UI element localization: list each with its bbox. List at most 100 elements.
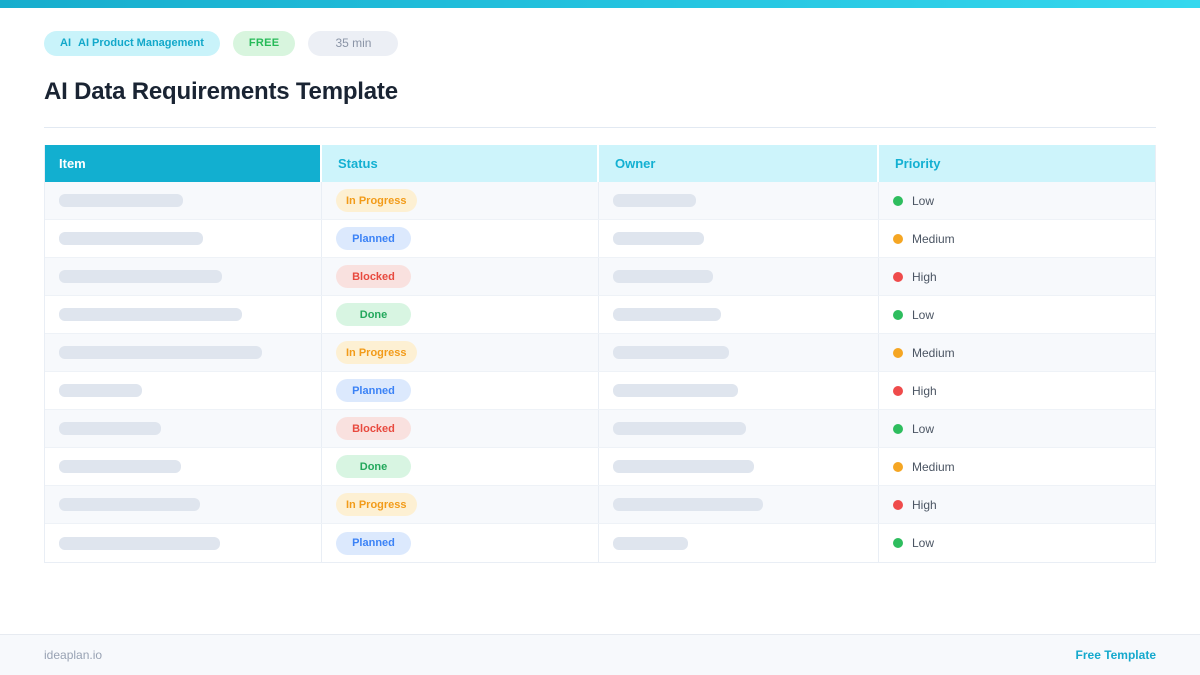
item-placeholder <box>59 460 181 473</box>
item-cell <box>45 220 322 257</box>
item-placeholder <box>59 384 142 397</box>
item-placeholder <box>59 536 220 550</box>
owner-placeholder <box>613 498 763 511</box>
priority-indicator: Low <box>893 422 934 436</box>
table-row: Done Medium <box>45 448 1155 486</box>
status-cell: Planned <box>322 524 599 562</box>
owner-placeholder <box>613 232 704 245</box>
priority-dot-icon <box>893 271 903 282</box>
priority-indicator: Medium <box>893 232 955 246</box>
owner-placeholder <box>613 536 688 550</box>
top-accent-bar <box>0 0 1200 8</box>
status-cell: Planned <box>322 220 599 257</box>
title-divider <box>44 127 1156 128</box>
table-row: Done Low <box>45 296 1155 334</box>
status-cell: In Progress <box>322 182 599 219</box>
table-row: Blocked High <box>45 258 1155 296</box>
priority-indicator: Low <box>893 536 934 550</box>
free-badge-label: FREE <box>248 37 280 49</box>
priority-cell: Medium <box>879 220 1155 257</box>
badge-row: AI AI Product Management FREE 35 min <box>44 30 1156 56</box>
item-placeholder <box>59 194 183 207</box>
priority-dot-icon <box>893 233 903 244</box>
priority-dot-icon <box>893 385 903 396</box>
owner-cell <box>599 410 879 447</box>
status-badge: Blocked <box>336 417 411 440</box>
owner-cell <box>599 296 879 333</box>
status-badge: Done <box>336 303 411 326</box>
priority-label: Medium <box>912 231 955 246</box>
priority-label: Low <box>912 193 935 208</box>
priority-cell: Low <box>879 182 1155 219</box>
table-row: In Progress Low <box>45 182 1155 220</box>
priority-dot-icon <box>893 309 903 320</box>
table-row: In Progress High <box>45 486 1155 524</box>
priority-indicator: Low <box>893 308 934 322</box>
status-badge: In Progress <box>336 189 417 212</box>
item-cell <box>45 524 322 562</box>
priority-label: Low <box>912 307 935 322</box>
item-placeholder <box>59 346 262 359</box>
requirements-table: Item Status Owner Priority In Progress L… <box>44 145 1156 563</box>
owner-cell <box>599 220 879 257</box>
priority-indicator: High <box>893 384 937 398</box>
main-content: AI AI Product Management FREE 35 min AI … <box>0 8 1200 634</box>
table-header-row: Item Status Owner Priority <box>45 145 1155 182</box>
owner-cell <box>599 258 879 295</box>
priority-label: Medium <box>912 345 955 360</box>
owner-cell <box>599 334 879 371</box>
status-badge: Planned <box>336 227 411 250</box>
column-header-status: Status <box>322 145 599 182</box>
page-title: AI Data Requirements Template <box>44 78 398 105</box>
item-placeholder <box>59 498 200 511</box>
priority-indicator: High <box>893 498 937 512</box>
owner-cell <box>599 182 879 219</box>
item-cell <box>45 448 322 485</box>
footer-site-label: ideaplan.io <box>44 648 103 662</box>
priority-cell: High <box>879 486 1155 523</box>
owner-cell <box>599 486 879 523</box>
priority-cell: High <box>879 258 1155 295</box>
owner-cell <box>599 448 879 485</box>
status-cell: Done <box>322 448 599 485</box>
priority-cell: Low <box>879 524 1155 562</box>
priority-indicator: High <box>893 270 937 284</box>
table-row: Planned Medium <box>45 220 1155 258</box>
owner-placeholder <box>613 422 746 435</box>
priority-cell: Medium <box>879 334 1155 371</box>
priority-dot-icon <box>893 499 903 510</box>
item-cell <box>45 296 322 333</box>
ai-icon: AI <box>60 37 71 49</box>
status-badge: Planned <box>336 531 411 555</box>
owner-placeholder <box>613 384 738 397</box>
owner-placeholder <box>613 346 729 359</box>
owner-placeholder <box>613 308 721 321</box>
item-placeholder <box>59 422 161 435</box>
priority-label: Low <box>912 421 935 436</box>
priority-indicator: Low <box>893 194 934 208</box>
status-cell: Planned <box>322 372 599 409</box>
status-cell: Blocked <box>322 258 599 295</box>
priority-label: High <box>912 497 937 512</box>
item-placeholder <box>59 270 222 283</box>
owner-placeholder <box>613 460 754 473</box>
table-row: Planned High <box>45 372 1155 410</box>
owner-cell <box>599 372 879 409</box>
owner-cell <box>599 524 879 562</box>
free-badge: FREE <box>232 30 296 56</box>
priority-indicator: Medium <box>893 460 955 474</box>
column-header-item: Item <box>45 145 322 182</box>
item-placeholder <box>59 308 242 321</box>
duration-badge: 35 min <box>308 30 399 56</box>
table-row: Blocked Low <box>45 410 1155 448</box>
priority-cell: High <box>879 372 1155 409</box>
status-badge: Blocked <box>336 265 411 288</box>
priority-indicator: Medium <box>893 346 955 360</box>
priority-cell: Medium <box>879 448 1155 485</box>
priority-label: High <box>912 383 937 398</box>
priority-dot-icon <box>893 538 903 548</box>
free-template-link[interactable]: Free Template <box>1075 648 1156 662</box>
table-body: In Progress Low Planned Medium <box>45 182 1155 562</box>
table-row: In Progress Medium <box>45 334 1155 372</box>
priority-dot-icon <box>893 347 903 358</box>
